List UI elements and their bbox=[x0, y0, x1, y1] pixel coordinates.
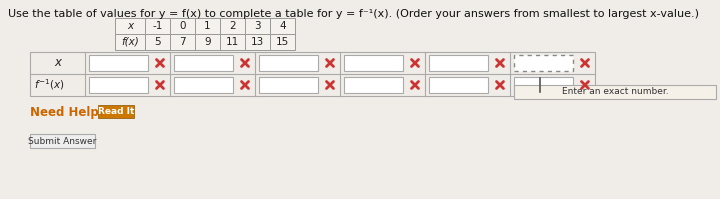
Bar bbox=[514, 85, 716, 99]
Text: x: x bbox=[54, 57, 61, 69]
Text: Enter an exact number.: Enter an exact number. bbox=[562, 88, 668, 97]
Text: 15: 15 bbox=[276, 37, 289, 47]
Bar bbox=[195, 34, 220, 50]
Bar bbox=[98, 105, 134, 118]
Bar bbox=[270, 18, 295, 34]
Text: 1: 1 bbox=[204, 21, 211, 31]
Text: $f^{-1}(x)$: $f^{-1}(x)$ bbox=[34, 78, 65, 92]
Bar bbox=[245, 18, 270, 34]
Text: Use the table of values for y = f(x) to complete a table for y = f⁻¹(x). (Order : Use the table of values for y = f(x) to … bbox=[8, 9, 699, 19]
Bar bbox=[245, 34, 270, 50]
Bar bbox=[270, 34, 295, 50]
Text: 9: 9 bbox=[204, 37, 211, 47]
Text: 5: 5 bbox=[154, 37, 161, 47]
Bar bbox=[220, 34, 245, 50]
Bar bbox=[220, 18, 245, 34]
Bar bbox=[174, 55, 233, 71]
Bar bbox=[145, 18, 170, 34]
Bar bbox=[514, 55, 573, 71]
Bar bbox=[89, 55, 148, 71]
Text: 7: 7 bbox=[179, 37, 186, 47]
Bar bbox=[170, 34, 195, 50]
Bar bbox=[30, 52, 595, 96]
Text: Need Help?: Need Help? bbox=[30, 106, 106, 119]
Bar bbox=[429, 55, 488, 71]
Bar bbox=[170, 18, 195, 34]
Text: x: x bbox=[127, 21, 133, 31]
Bar bbox=[174, 77, 233, 93]
Bar bbox=[145, 34, 170, 50]
Text: Read It: Read It bbox=[98, 107, 134, 116]
Text: -1: -1 bbox=[153, 21, 163, 31]
Bar bbox=[344, 77, 403, 93]
Text: 4: 4 bbox=[279, 21, 286, 31]
Text: 2: 2 bbox=[229, 21, 236, 31]
Bar bbox=[344, 55, 403, 71]
Text: 3: 3 bbox=[254, 21, 261, 31]
Bar bbox=[429, 77, 488, 93]
Text: 13: 13 bbox=[251, 37, 264, 47]
Bar bbox=[30, 134, 95, 148]
Bar bbox=[195, 18, 220, 34]
Bar bbox=[259, 77, 318, 93]
Bar bbox=[115, 34, 145, 50]
Text: Submit Answer: Submit Answer bbox=[28, 137, 96, 145]
Bar bbox=[115, 18, 145, 34]
Text: 0: 0 bbox=[179, 21, 186, 31]
Text: f(x): f(x) bbox=[121, 37, 139, 47]
Bar bbox=[259, 55, 318, 71]
Bar bbox=[89, 77, 148, 93]
Bar bbox=[514, 77, 573, 93]
Text: 11: 11 bbox=[226, 37, 239, 47]
